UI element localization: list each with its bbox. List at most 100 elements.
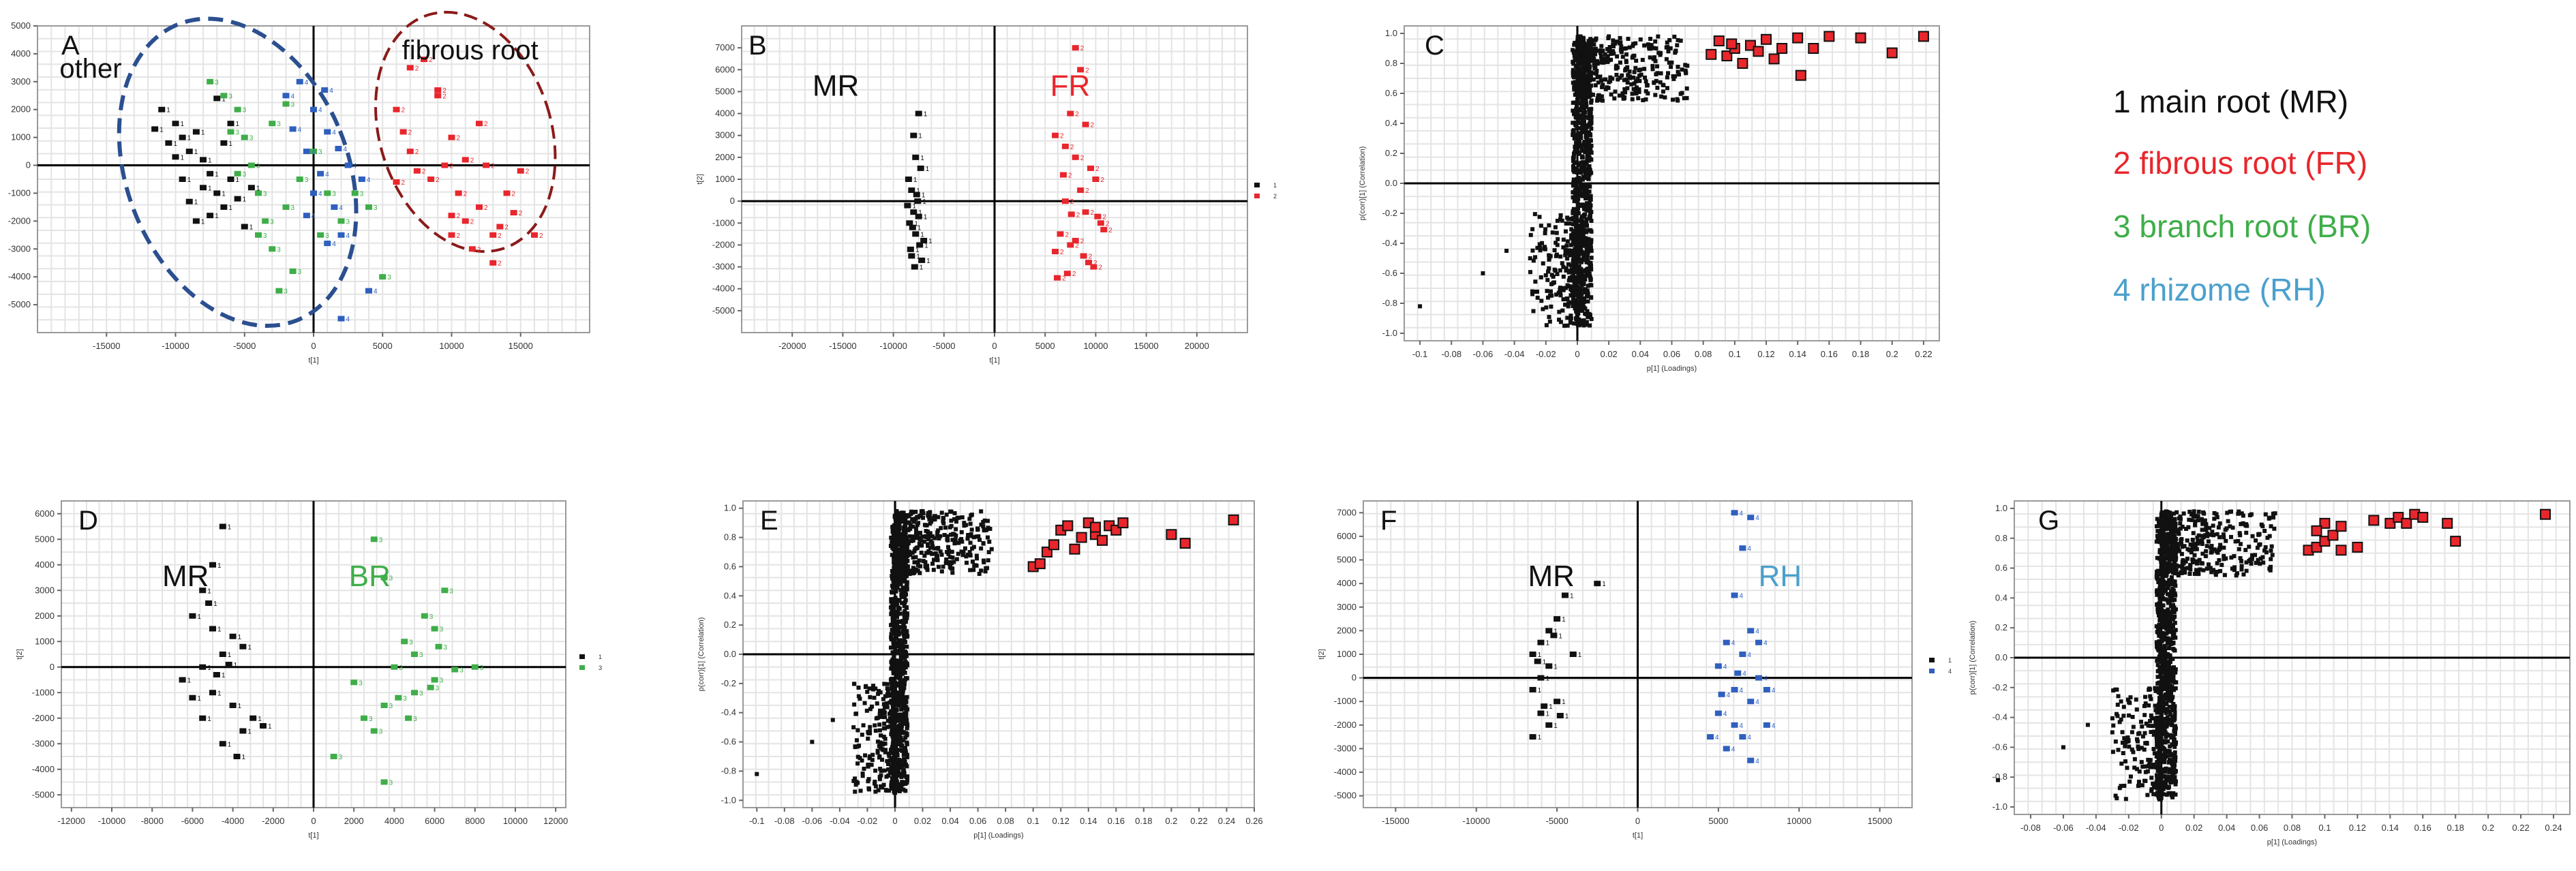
loading-point — [1618, 35, 1622, 40]
point-label: 2 — [1062, 275, 1066, 283]
data-point — [1052, 249, 1059, 255]
loading-point — [1591, 59, 1596, 63]
loading-point — [860, 771, 865, 776]
loading-point — [1588, 216, 1592, 221]
loading-point — [898, 561, 903, 566]
x-tick-label: 0.22 — [2512, 823, 2529, 833]
point-label: 4 — [312, 149, 316, 156]
loading-point — [918, 570, 922, 575]
loading-point — [2139, 760, 2144, 765]
loading-point — [1533, 279, 1538, 284]
y-tick-label: 2000 — [11, 104, 31, 114]
loading-point — [896, 580, 901, 585]
data-point — [282, 204, 290, 210]
loading-point — [1571, 121, 1575, 125]
loading-point — [881, 734, 886, 739]
loading-point — [939, 552, 944, 557]
point-label: 4 — [367, 177, 371, 184]
data-point — [310, 149, 317, 155]
loading-point — [2149, 776, 2154, 780]
point-label: 2 — [457, 213, 461, 220]
loading-point — [2164, 782, 2168, 786]
loading-point — [2121, 705, 2126, 709]
loading-point — [1588, 64, 1592, 69]
loading-point — [894, 509, 898, 514]
data-point — [915, 110, 922, 117]
y-tick-label: -1000 — [1334, 696, 1357, 706]
data-point — [1059, 172, 1067, 178]
loading-point — [881, 702, 886, 707]
loading-point — [900, 782, 905, 786]
loading-point — [954, 557, 959, 562]
loading-point — [888, 771, 892, 776]
panel-e: -0.1 -0.08 -0.06 -0.04 -0.02 0 0.02 0.04 0.06 0.0… — [697, 500, 1263, 840]
loading-point — [1580, 301, 1585, 306]
loading-point — [1588, 149, 1593, 153]
data-point — [1723, 639, 1730, 645]
loading-point — [1620, 73, 1624, 78]
y-tick-label: 4000 — [715, 108, 735, 119]
loading-point — [1670, 97, 1675, 102]
loading-point — [905, 611, 909, 616]
loading-point — [1642, 67, 1647, 72]
loading-point — [928, 515, 933, 520]
data-point — [1072, 154, 1079, 160]
point-label: 1 — [1578, 652, 1582, 659]
loading-point — [1586, 176, 1590, 181]
loading-point — [890, 730, 894, 735]
point-label: 1 — [920, 231, 924, 239]
loading-point — [2125, 765, 2130, 770]
loading-point — [1571, 129, 1575, 134]
loading-point — [901, 662, 906, 667]
data-point — [1067, 242, 1074, 248]
loading-point — [1584, 78, 1588, 83]
loading-point — [899, 762, 904, 767]
loading-point — [1661, 83, 1666, 88]
loading-point — [890, 776, 894, 781]
point-label: 1 — [926, 258, 930, 265]
data-point — [393, 179, 400, 185]
y-tick-label: 0.4 — [1385, 118, 1397, 128]
data-point — [904, 202, 911, 209]
loading-point — [1570, 293, 1575, 298]
loading-point — [1577, 151, 1582, 156]
loading-point — [2204, 528, 2209, 532]
loading-point — [1554, 292, 1559, 297]
loading-point — [908, 523, 913, 528]
loading-point — [861, 723, 866, 728]
loading-point — [867, 756, 872, 761]
point-label: 2 — [484, 121, 488, 128]
loading-point — [891, 532, 896, 536]
loading-point — [1589, 106, 1594, 111]
highlighted-point — [1721, 50, 1733, 61]
data-point — [213, 190, 221, 196]
data-point — [1534, 658, 1541, 664]
loading-point — [900, 555, 905, 560]
loading-point — [1586, 53, 1591, 58]
loading-point — [864, 708, 869, 713]
loading-point — [888, 700, 892, 705]
data-point — [1529, 734, 1536, 740]
y-tick-label: -3000 — [8, 243, 31, 254]
point-label: 1 — [173, 140, 177, 148]
x-tick-label: -0.04 — [830, 816, 850, 826]
y-axis-label: p(corr)[1] (Correlation) — [1359, 147, 1367, 221]
point-label: 3 — [346, 218, 350, 226]
loading-point — [895, 712, 900, 717]
loading-point — [2154, 624, 2159, 629]
highlighted-point — [1776, 43, 1788, 54]
loading-point — [1590, 50, 1594, 55]
loading-point — [1653, 59, 1658, 63]
loading-point — [1623, 90, 1628, 95]
loading-point — [2238, 542, 2243, 547]
splot-cloud — [1996, 509, 2277, 801]
loading-point — [2180, 566, 2185, 570]
point-label: 4 — [325, 171, 329, 179]
loading-point — [895, 601, 900, 606]
y-tick-label: -1000 — [32, 687, 55, 697]
loading-point — [1582, 86, 1587, 91]
loading-point — [1581, 241, 1586, 246]
loading-point — [879, 773, 883, 778]
loading-point — [899, 707, 904, 712]
point-label: 4 — [1723, 711, 1727, 718]
